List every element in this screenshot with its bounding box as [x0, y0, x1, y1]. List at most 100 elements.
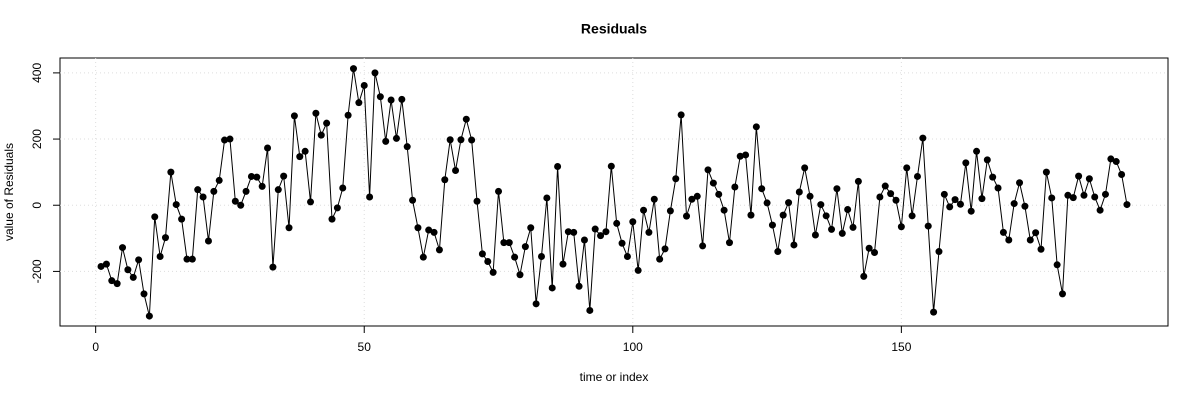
data-point: [532, 300, 540, 308]
data-point: [785, 199, 793, 207]
x-tick-label: 100: [623, 340, 643, 354]
data-point: [892, 196, 900, 204]
y-tick-label: 0: [30, 202, 44, 209]
data-point: [296, 153, 304, 161]
data-point: [973, 147, 981, 155]
data-point: [704, 166, 712, 174]
data-point: [854, 177, 862, 185]
data-point: [1059, 290, 1067, 298]
data-point: [247, 172, 255, 180]
data-point: [489, 268, 497, 276]
data-point: [940, 190, 948, 198]
data-point: [194, 186, 202, 194]
data-point: [366, 193, 374, 201]
data-point: [1096, 206, 1104, 214]
data-point: [849, 223, 857, 231]
data-point: [742, 151, 750, 159]
data-point: [693, 192, 701, 200]
data-point: [446, 136, 454, 144]
data-point: [151, 213, 159, 221]
data-point: [511, 253, 519, 261]
data-point: [1037, 245, 1045, 253]
data-point: [822, 212, 830, 220]
data-point: [999, 228, 1007, 236]
data-point: [349, 65, 357, 73]
data-point: [258, 182, 266, 190]
data-point: [312, 109, 320, 117]
data-point: [317, 131, 325, 139]
data-point: [548, 284, 556, 292]
data-point: [656, 255, 664, 263]
data-point: [629, 218, 637, 226]
data-point: [145, 312, 153, 320]
data-point: [119, 244, 127, 252]
data-point: [468, 136, 476, 144]
data-point: [1075, 172, 1083, 180]
data-point: [978, 195, 986, 203]
data-point: [419, 253, 427, 261]
data-point: [269, 263, 277, 271]
series-line: [100, 68, 1128, 317]
data-point: [360, 81, 368, 89]
data-point: [1032, 229, 1040, 237]
data-point: [452, 166, 460, 174]
data-point: [672, 175, 680, 183]
data-point: [962, 159, 970, 167]
data-point: [634, 266, 642, 274]
data-point: [989, 173, 997, 181]
data-point: [564, 228, 572, 236]
data-point: [720, 206, 728, 214]
x-tick-label: 0: [92, 340, 99, 354]
data-point: [1005, 236, 1013, 244]
data-point: [387, 96, 395, 104]
data-point: [575, 282, 583, 290]
data-point: [113, 280, 121, 288]
data-point: [484, 257, 492, 265]
data-point: [597, 232, 605, 240]
data-point: [709, 179, 717, 187]
x-axis-label: time or index: [580, 370, 649, 384]
data-point: [527, 224, 535, 232]
y-tick-label: 200: [30, 129, 44, 149]
data-point: [586, 306, 594, 314]
data-point: [398, 95, 406, 103]
data-point: [414, 224, 422, 232]
data-point: [956, 200, 964, 208]
data-point: [140, 290, 148, 298]
data-point: [430, 228, 438, 236]
data-point: [699, 242, 707, 250]
data-point: [1123, 201, 1131, 209]
data-point: [473, 197, 481, 205]
data-point: [1069, 194, 1077, 202]
data-point: [1085, 175, 1093, 183]
data-point: [280, 172, 288, 180]
data-point: [801, 164, 809, 172]
data-point: [1042, 168, 1050, 176]
data-point: [1091, 193, 1099, 201]
data-point: [908, 212, 916, 220]
data-point: [382, 137, 390, 145]
data-point: [253, 173, 261, 181]
data-point: [333, 204, 341, 212]
data-point: [376, 93, 384, 101]
data-point: [758, 185, 766, 193]
data-point: [602, 228, 610, 236]
data-point: [844, 206, 852, 214]
data-point: [645, 228, 653, 236]
data-point: [462, 115, 470, 123]
x-tick-label: 150: [891, 340, 911, 354]
data-point: [183, 255, 191, 263]
data-point: [1010, 200, 1018, 208]
data-point: [736, 152, 744, 160]
data-point: [897, 223, 905, 231]
data-point: [881, 182, 889, 190]
data-point: [994, 184, 1002, 192]
data-point: [457, 136, 465, 144]
data-point: [919, 134, 927, 142]
data-point: [478, 250, 486, 258]
data-point: [215, 176, 223, 184]
data-point: [425, 226, 433, 234]
data-point: [242, 187, 250, 195]
data-point: [231, 197, 239, 205]
